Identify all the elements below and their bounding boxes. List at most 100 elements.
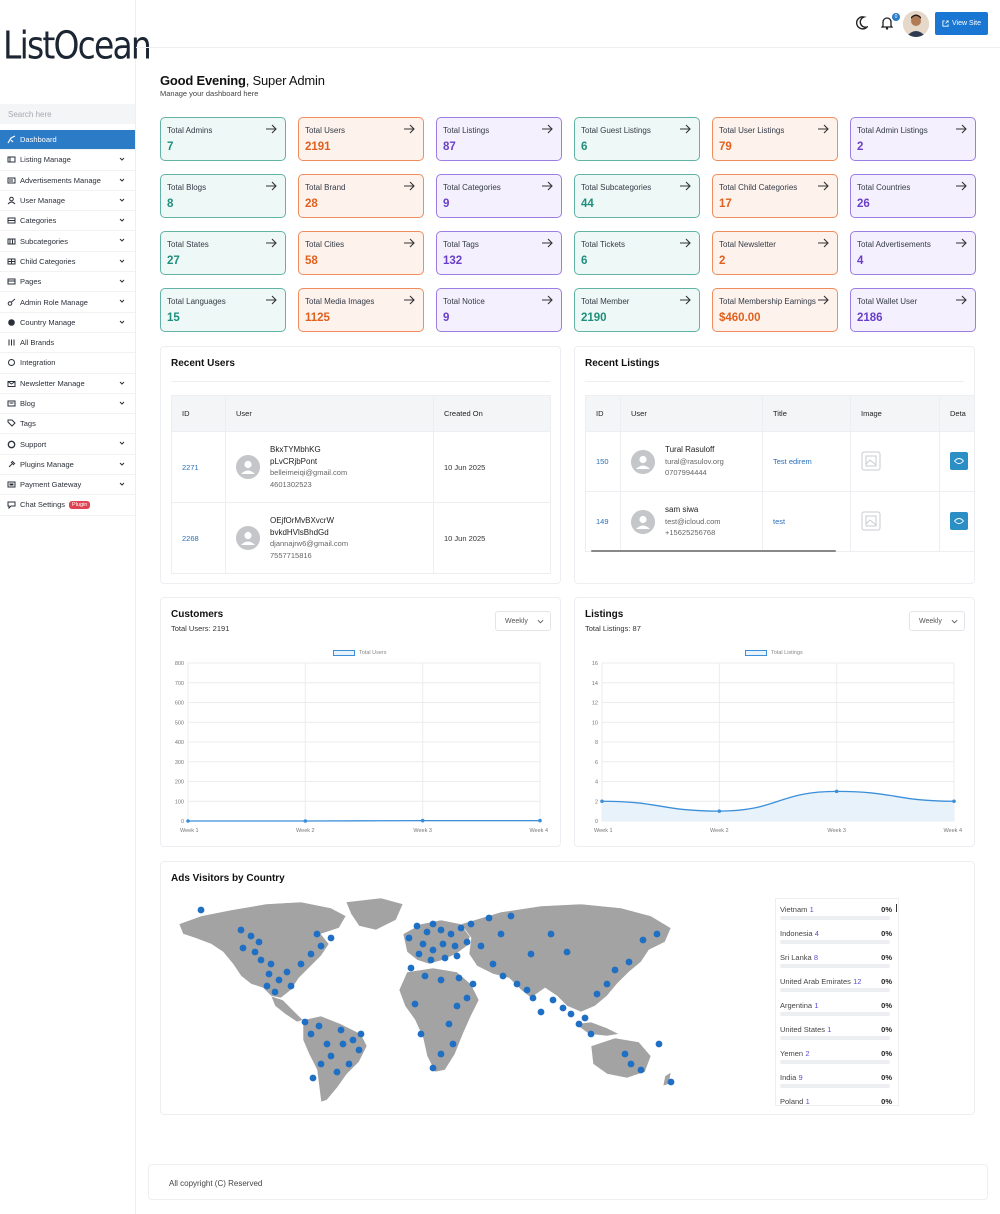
stat-card-total-admins[interactable]: Total Admins 7 (160, 117, 286, 161)
visitor-marker[interactable] (337, 1026, 345, 1034)
visitor-marker[interactable] (627, 1060, 635, 1068)
listing-id-link[interactable]: 149 (585, 491, 621, 552)
visitor-marker[interactable] (537, 1008, 545, 1016)
arrow-right-icon[interactable] (265, 181, 277, 191)
visitor-marker[interactable] (637, 1066, 645, 1074)
stat-card-total-blogs[interactable]: Total Blogs 8 (160, 174, 286, 218)
stat-card-total-subcategories[interactable]: Total Subcategories 44 (574, 174, 700, 218)
visitor-marker[interactable] (265, 970, 273, 978)
sidebar-item-categories[interactable]: Categories (0, 211, 135, 232)
visitor-marker[interactable] (437, 926, 445, 934)
stat-card-total-child-categories[interactable]: Total Child Categories 17 (712, 174, 838, 218)
visitor-marker[interactable] (421, 972, 429, 980)
visitor-marker[interactable] (581, 1014, 589, 1022)
visitor-marker[interactable] (489, 960, 497, 968)
visitor-marker[interactable] (549, 996, 557, 1004)
sidebar-item-user-manage[interactable]: User Manage (0, 191, 135, 212)
stat-card-total-wallet-user[interactable]: Total Wallet User 2186 (850, 288, 976, 332)
visitor-marker[interactable] (449, 1040, 457, 1048)
visitor-marker[interactable] (307, 950, 315, 958)
stat-card-total-tags[interactable]: Total Tags 132 (436, 231, 562, 275)
visitor-marker[interactable] (255, 938, 263, 946)
bell-icon[interactable] (881, 16, 893, 30)
visitor-marker[interactable] (327, 934, 335, 942)
visitor-marker[interactable] (251, 948, 259, 956)
sidebar-item-support[interactable]: Support (0, 434, 135, 455)
visitor-marker[interactable] (429, 946, 437, 954)
stat-card-total-advertisements[interactable]: Total Advertisements 4 (850, 231, 976, 275)
sidebar-item-pages[interactable]: Pages (0, 272, 135, 293)
sidebar-item-country-manage[interactable]: Country Manage (0, 313, 135, 333)
sidebar-item-listing-manage[interactable]: Listing Manage (0, 150, 135, 171)
visitor-marker[interactable] (263, 982, 271, 990)
arrow-right-icon[interactable] (817, 238, 829, 248)
visitor-marker[interactable] (307, 1030, 315, 1038)
arrow-right-icon[interactable] (541, 181, 553, 191)
arrow-right-icon[interactable] (955, 238, 967, 248)
visitor-marker[interactable] (429, 1064, 437, 1072)
stat-card-total-cities[interactable]: Total Cities 58 (298, 231, 424, 275)
arrow-right-icon[interactable] (541, 124, 553, 134)
visitor-marker[interactable] (313, 930, 321, 938)
visitor-marker[interactable] (257, 956, 265, 964)
listing-id-link[interactable]: 150 (585, 431, 621, 492)
sidebar-item-subcategories[interactable]: Subcategories (0, 231, 135, 252)
arrow-right-icon[interactable] (817, 295, 829, 305)
visitor-marker[interactable] (287, 982, 295, 990)
visitor-marker[interactable] (523, 986, 531, 994)
visitor-marker[interactable] (275, 976, 283, 984)
arrow-right-icon[interactable] (679, 124, 691, 134)
visitor-marker[interactable] (467, 920, 475, 928)
visitor-marker[interactable] (297, 960, 305, 968)
stat-card-total-notice[interactable]: Total Notice 9 (436, 288, 562, 332)
visitor-marker[interactable] (419, 940, 427, 948)
visitor-marker[interactable] (499, 972, 507, 980)
stat-card-total-categories[interactable]: Total Categories 9 (436, 174, 562, 218)
arrow-right-icon[interactable] (403, 124, 415, 134)
visitor-marker[interactable] (587, 1030, 595, 1038)
visitor-marker[interactable] (477, 942, 485, 950)
arrow-right-icon[interactable] (403, 181, 415, 191)
stat-card-total-languages[interactable]: Total Languages 15 (160, 288, 286, 332)
user-id-link[interactable]: 2268 (171, 502, 226, 574)
listing-title-link[interactable]: test (762, 491, 851, 552)
arrow-right-icon[interactable] (679, 295, 691, 305)
visitor-marker[interactable] (507, 912, 515, 920)
sidebar-item-blog[interactable]: Blog (0, 394, 135, 415)
view-details-button[interactable] (950, 511, 968, 530)
sidebar-item-newsletter-manage[interactable]: Newsletter Manage (0, 374, 135, 394)
sidebar-item-integration[interactable]: Integration (0, 353, 135, 374)
arrow-right-icon[interactable] (679, 238, 691, 248)
visitor-marker[interactable] (197, 906, 205, 914)
visitor-marker[interactable] (667, 1078, 675, 1086)
visitor-marker[interactable] (413, 922, 421, 930)
sidebar-item-advertisements-manage[interactable]: Advertisements Manage (0, 171, 135, 191)
visitor-marker[interactable] (513, 980, 521, 988)
visitor-marker[interactable] (529, 994, 537, 1002)
visitor-marker[interactable] (575, 1020, 583, 1028)
stat-card-total-user-listings[interactable]: Total User Listings 79 (712, 117, 838, 161)
logo[interactable]: ListOcean (0, 0, 152, 90)
visitor-marker[interactable] (405, 934, 413, 942)
visitor-marker[interactable] (457, 924, 465, 932)
visitor-marker[interactable] (237, 926, 245, 934)
visitor-marker[interactable] (639, 936, 647, 944)
visitor-marker[interactable] (349, 1036, 357, 1044)
visitor-marker[interactable] (655, 1040, 663, 1048)
visitor-marker[interactable] (611, 966, 619, 974)
admin-avatar[interactable] (903, 11, 929, 37)
arrow-right-icon[interactable] (265, 238, 277, 248)
visitor-marker[interactable] (567, 1010, 575, 1018)
sidebar-item-payment-gateway[interactable]: Payment Gateway (0, 475, 135, 496)
visitor-marker[interactable] (417, 1030, 425, 1038)
arrow-right-icon[interactable] (265, 295, 277, 305)
listings-legend[interactable]: Total Listings (745, 650, 803, 656)
visitor-marker[interactable] (357, 1030, 365, 1038)
stat-card-total-guest-listings[interactable]: Total Guest Listings 6 (574, 117, 700, 161)
arrow-right-icon[interactable] (817, 124, 829, 134)
visitor-marker[interactable] (469, 980, 477, 988)
visitor-marker[interactable] (327, 1052, 335, 1060)
stat-card-total-users[interactable]: Total Users 2191 (298, 117, 424, 161)
visitor-marker[interactable] (455, 974, 463, 982)
visitor-marker[interactable] (603, 980, 611, 988)
